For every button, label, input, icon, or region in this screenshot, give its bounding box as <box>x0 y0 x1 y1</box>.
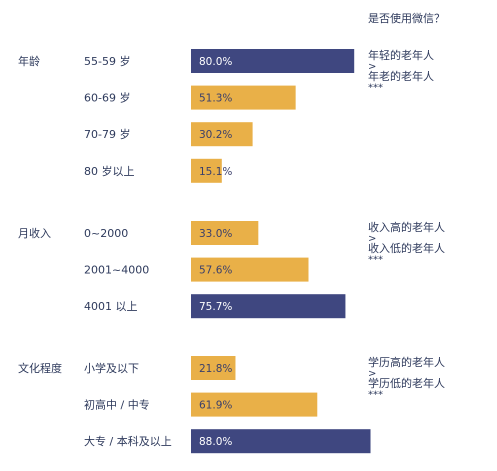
category-label: 70-79 岁 <box>84 127 130 141</box>
group-annotation-line: > <box>368 369 376 380</box>
group-label: 年龄 <box>18 54 40 68</box>
category-label: 初高中 / 中专 <box>84 398 150 412</box>
category-label: 55-59 岁 <box>84 54 130 68</box>
group-annotation-line: > <box>368 234 376 245</box>
bar <box>191 392 318 417</box>
bar-value-label: 57.6% <box>199 265 232 277</box>
category-label: 2001~4000 <box>84 264 149 277</box>
group-annotation-line: 学历低的老年人 <box>368 376 445 390</box>
category-label: 小学及以下 <box>84 361 139 375</box>
group-annotation-line: 年轻的老年人 <box>368 48 434 62</box>
bar-value-label: 51.3% <box>199 93 232 105</box>
bar-value-label: 33.0% <box>199 228 232 240</box>
group-annotation-line: *** <box>368 390 383 401</box>
category-label: 80 岁以上 <box>84 164 135 178</box>
bar-value-label: 61.9% <box>199 400 232 412</box>
group-label: 月收入 <box>18 226 51 240</box>
bar <box>191 294 346 319</box>
category-label: 大专 / 本科及以上 <box>84 434 172 448</box>
bar <box>191 122 253 147</box>
bar-value-label: 15.1% <box>199 166 232 178</box>
group-annotation-line: 收入高的老年人 <box>368 220 445 234</box>
category-label: 0~2000 <box>84 227 128 240</box>
group-annotation-line: *** <box>368 83 383 94</box>
bar-value-label: 75.7% <box>199 301 232 313</box>
chart-header-label: 是否使用微信？ <box>368 12 445 25</box>
group-annotation-line: *** <box>368 255 383 266</box>
bar <box>191 49 355 73</box>
bar <box>191 158 222 183</box>
group-annotation-line: > <box>368 62 376 73</box>
bar <box>191 257 309 282</box>
group-annotation-line: 学历高的老年人 <box>368 355 445 369</box>
category-label: 60-69 岁 <box>84 91 130 105</box>
bar <box>191 221 259 245</box>
bar-value-label: 80.0% <box>199 56 232 68</box>
bar <box>191 356 236 380</box>
group-annotation-line: 年老的老年人 <box>368 69 434 83</box>
bar-value-label: 30.2% <box>199 129 232 141</box>
category-label: 4001 以上 <box>84 300 138 313</box>
bar <box>191 85 296 110</box>
group-annotation-line: 收入低的老年人 <box>368 241 445 255</box>
group-label: 文化程度 <box>18 361 62 375</box>
bar-value-label: 21.8% <box>199 363 232 375</box>
bar-value-label: 88.0% <box>199 436 232 448</box>
bar <box>191 429 371 454</box>
